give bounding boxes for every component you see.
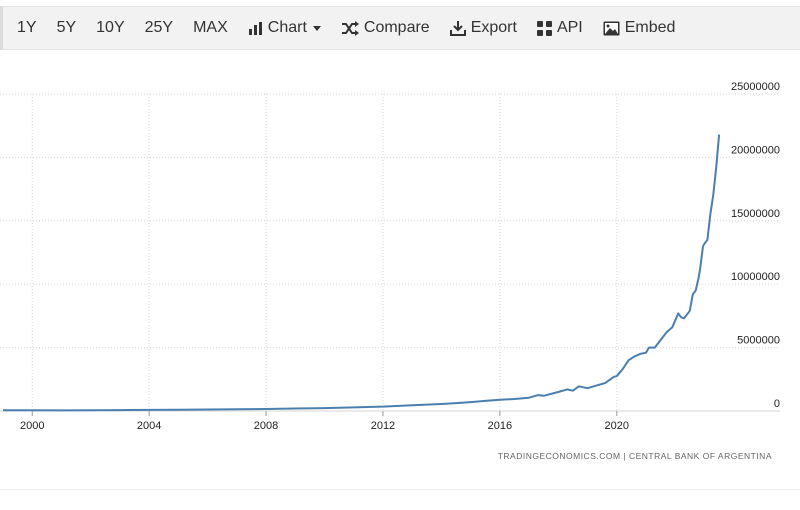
y-tick-label: 5000000 (737, 335, 780, 347)
x-tick-label: 2016 (488, 420, 512, 432)
chart-type-button[interactable]: Chart (248, 6, 321, 50)
range-max-button[interactable]: MAX (193, 19, 228, 36)
range-1y-button[interactable]: 1Y (17, 19, 37, 36)
range-25y-button[interactable]: 25Y (144, 19, 174, 36)
api-label: API (556, 19, 583, 36)
compare-button[interactable]: Compare (341, 6, 430, 50)
embed-label: Embed (624, 19, 676, 36)
x-tick-label: 2000 (20, 420, 44, 432)
chart-type-label: Chart (267, 19, 307, 36)
export-label: Export (470, 19, 517, 36)
toolbar: 1Y 5Y 10Y 25Y MAX Chart Compare Export A… (0, 6, 800, 50)
x-tick-label: 2008 (254, 420, 278, 432)
export-button[interactable]: Export (449, 6, 517, 50)
y-tick-label: 10000000 (731, 271, 780, 283)
embed-button[interactable]: Embed (603, 6, 676, 50)
bottom-divider (0, 489, 800, 490)
grid-icon (536, 20, 552, 36)
chart-area: 2000 2004 2008 2012 2016 2020 0 5000000 1000000… (0, 50, 800, 490)
y-tick-label: 0 (774, 398, 780, 410)
x-tick-label: 2012 (371, 420, 395, 432)
source-note: TRADINGECONOMICS.COM | CENTRAL BANK OF A… (498, 451, 772, 461)
api-button[interactable]: API (536, 6, 583, 50)
range-5y-button[interactable]: 5Y (56, 19, 77, 36)
toolbar-edge (0, 6, 3, 50)
y-axis: 0 5000000 10000000 15000000 20000000 25000000 (731, 81, 780, 410)
x-axis: 2000 2004 2008 2012 2016 2020 (20, 411, 629, 432)
y-tick-label: 15000000 (731, 208, 780, 220)
grid (0, 93, 780, 412)
series-line (3, 134, 721, 412)
x-tick-label: 2004 (137, 420, 161, 432)
series (3, 134, 721, 412)
y-tick-label: 20000000 (731, 144, 780, 156)
image-icon (603, 21, 620, 36)
compare-label: Compare (363, 19, 430, 36)
range-10y-button[interactable]: 10Y (96, 19, 125, 36)
bar-chart-icon (248, 21, 263, 36)
line-chart: 2000 2004 2008 2012 2016 2020 0 5000000 1000000… (0, 81, 780, 461)
x-tick-label: 2020 (605, 420, 629, 432)
chevron-down-icon (312, 25, 321, 31)
shuffle-icon (341, 20, 359, 36)
download-icon (449, 20, 466, 36)
y-tick-label: 25000000 (731, 81, 780, 93)
